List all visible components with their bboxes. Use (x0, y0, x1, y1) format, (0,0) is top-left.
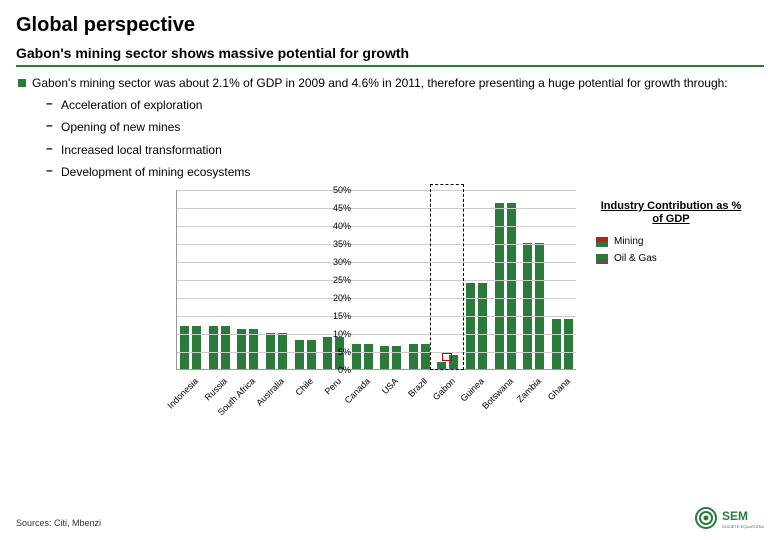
bullet-sub-text: Acceleration of exploration (61, 97, 202, 113)
chart-ytick-label: 25% (317, 275, 351, 285)
bullet-sub-text: Increased local transformation (61, 142, 222, 158)
page-subtitle: Gabon's mining sector shows massive pote… (16, 45, 764, 67)
logo-icon: SEM SOCIÉTÉ ÉQUATORIALE DES MINES (694, 506, 764, 530)
bullet-level2: –Development of mining ecosystems (46, 164, 764, 180)
bullet-block: Gabon's mining sector was about 2.1% of … (16, 75, 764, 180)
chart-gridline (177, 352, 576, 353)
chart-gridline (177, 280, 576, 281)
logo: SEM SOCIÉTÉ ÉQUATORIALE DES MINES (694, 506, 764, 530)
chart-plot-area (176, 190, 576, 370)
chart-bar (466, 283, 475, 369)
chart-bar (478, 283, 487, 369)
legend-item: Oil & Gas (596, 253, 746, 264)
chart-bar (507, 203, 516, 369)
slide-root: Global perspective Gabon's mining sector… (0, 0, 780, 540)
chart-gridline (177, 190, 576, 191)
bullet-level2: –Opening of new mines (46, 119, 764, 135)
chart-ytick-label: 45% (317, 203, 351, 213)
bullet-level2: –Acceleration of exploration (46, 97, 764, 113)
bullet-lead-text: Gabon's mining sector was about 2.1% of … (32, 75, 764, 91)
chart-ytick-label: 10% (317, 329, 351, 339)
chart-container: 0%5%10%15%20%25%30%35%40%45%50% Indonesi… (136, 190, 756, 440)
chart-bar (421, 344, 430, 369)
chart-ytick-label: 30% (317, 257, 351, 267)
legend-label: Oil & Gas (614, 253, 657, 264)
chart-bar (409, 344, 418, 369)
chart-ytick-label: 35% (317, 239, 351, 249)
chart-ytick-label: 50% (317, 185, 351, 195)
page-title: Global perspective (16, 14, 764, 37)
bullet-sub-text: Development of mining ecosystems (61, 164, 250, 180)
chart-bar (495, 203, 504, 369)
chart-bar (249, 329, 258, 369)
dash-bullet-icon: – (46, 97, 55, 113)
bullet-level1: Gabon's mining sector was about 2.1% of … (18, 75, 764, 91)
chart-gridline (177, 262, 576, 263)
legend-title: Industry Contribution as % of GDP (596, 200, 746, 226)
chart-gridline (177, 334, 576, 335)
bullet-level2: –Increased local transformation (46, 142, 764, 158)
chart-ytick-label: 40% (317, 221, 351, 231)
dash-bullet-icon: – (46, 142, 55, 158)
chart-bar (180, 326, 189, 369)
legend-swatch-icon (596, 254, 608, 264)
dash-bullet-icon: – (46, 119, 55, 135)
square-bullet-icon (18, 79, 26, 87)
chart-ytick-label: 15% (317, 311, 351, 321)
highlight-marker-icon (442, 353, 452, 361)
chart-bar (221, 326, 230, 369)
chart-bar (192, 326, 201, 369)
chart-ytick-label: 20% (317, 293, 351, 303)
chart-gridline (177, 208, 576, 209)
legend-label: Mining (614, 236, 643, 247)
chart-legend: Industry Contribution as % of GDP Mining… (596, 200, 746, 270)
chart-gridline (177, 226, 576, 227)
chart-ytick-label: 5% (317, 347, 351, 357)
sources-text: Sources: Citi, Mbenzi (16, 518, 101, 528)
chart-gridline (177, 298, 576, 299)
svg-text:SEM: SEM (722, 509, 748, 523)
legend-item: Mining (596, 236, 746, 247)
chart-bar (564, 319, 573, 369)
chart-bar (364, 344, 373, 369)
chart-gridline (177, 244, 576, 245)
legend-swatch-icon (596, 237, 608, 247)
chart-bar (392, 346, 401, 369)
bullet-sub-text: Opening of new mines (61, 119, 180, 135)
chart-gridline (177, 316, 576, 317)
svg-text:SOCIÉTÉ ÉQUATORIALE DES MINES: SOCIÉTÉ ÉQUATORIALE DES MINES (722, 524, 764, 529)
dash-bullet-icon: – (46, 164, 55, 180)
